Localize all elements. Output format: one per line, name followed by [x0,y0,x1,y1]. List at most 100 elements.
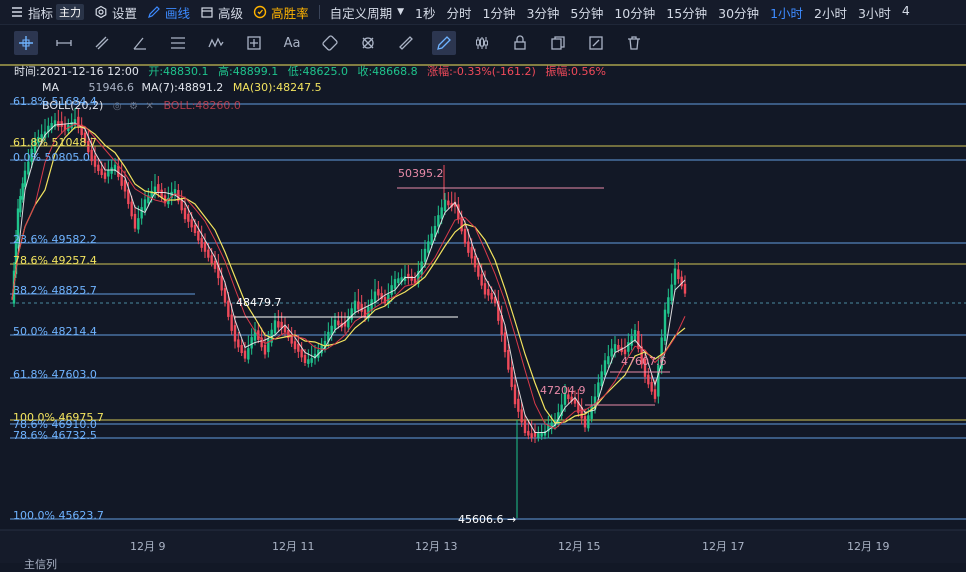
eye-icon[interactable]: ◎ [112,101,122,112]
ma7-value: MA(7):48891.2 [141,81,224,94]
period-9[interactable]: 2小时 [814,5,847,21]
candle-body [37,136,40,144]
candle-body [610,348,613,357]
candle-body [543,430,547,436]
advanced-menu[interactable]: 高级 [200,3,243,22]
layers-icon[interactable] [546,31,570,55]
candle-body [510,367,513,387]
period-3[interactable]: 3分钟 [526,5,560,21]
candle-body [440,207,443,219]
candle-body [390,285,393,295]
box-icon [201,7,213,18]
crosshair-icon[interactable] [14,31,38,55]
price-mark-4: 45606.6 → [458,513,517,526]
angle-icon[interactable] [128,31,152,55]
candle-body [380,293,383,300]
drawing-toolbar: Aa [0,28,966,58]
candle-body [50,123,53,130]
period-11[interactable]: 4 [901,2,910,18]
candle-body [637,330,640,349]
eraser-icon[interactable] [318,31,342,55]
period-7[interactable]: 30分钟 [718,5,760,21]
fib-label-0: 61.8% 51684.4 [13,95,97,108]
edit-icon[interactable] [584,31,608,55]
period-10[interactable]: 3小时 [857,5,891,21]
candle-body [457,204,460,220]
period-8[interactable]: 1小时 [770,5,804,21]
candlestick-chart[interactable] [0,58,966,563]
settings-menu[interactable]: 设置 [94,3,137,22]
period-2[interactable]: 1分钟 [482,5,516,21]
wave-icon[interactable] [204,31,228,55]
measure-icon[interactable] [242,31,266,55]
candle-body [493,296,497,304]
candle-body [330,325,333,336]
period-4[interactable]: 5分钟 [570,5,604,21]
draw-menu[interactable]: 画线 [147,3,190,22]
candle-body [473,256,477,268]
fib-label-5: 38.2% 48825.7 [13,284,97,297]
indicator-menu[interactable]: 指标 主力 [10,3,85,22]
pencil-active-icon[interactable] [432,31,456,55]
custom-period-dropdown[interactable]: 自定义周期 ▼ [330,3,404,22]
fib-label-11: 100.0% 45623.7 [13,509,104,522]
candle-body [327,331,330,342]
period-1[interactable]: 分时 [446,5,472,21]
candle-body [537,433,540,438]
candle-body [297,343,300,352]
candle-body [193,225,197,233]
candle-body [147,195,150,204]
text-icon[interactable]: Aa [283,35,301,51]
candle-body [190,219,193,228]
period-0[interactable]: 1秒 [415,5,436,21]
fib-label-6: 50.0% 48214.4 [13,325,97,338]
winrate-menu[interactable]: 高胜率 [253,3,309,22]
horizontal-line-icon[interactable] [52,31,76,55]
candle-body [227,300,230,317]
lock-icon[interactable] [508,31,532,55]
candle-body [437,215,440,227]
x-tick-label-0: 12月 9 [130,540,166,553]
trash-icon[interactable] [622,31,646,55]
bottom-tab[interactable]: 主信列 [24,556,57,572]
candle-body [170,191,173,199]
ruler-icon[interactable] [394,31,418,55]
custom-period-label: 自定义周期 [329,5,393,21]
period-5[interactable]: 10分钟 [614,5,656,21]
candle-body [30,148,33,162]
candle-body [617,345,620,350]
indicator-label: 指标 [28,5,54,21]
fib-retracement-icon[interactable] [166,31,190,55]
candle-body [177,190,180,202]
candle-body [383,296,387,304]
parallel-lines-icon[interactable] [90,31,114,55]
candle-body [540,431,543,437]
candle-body [14,241,18,275]
candles-icon[interactable] [470,31,494,55]
candle-body [310,358,313,363]
candle-body [240,345,243,353]
candle-body [613,344,617,353]
x-tick-label-1: 12月 11 [272,540,315,553]
info-change: 涨幅:-0.33%(-161.2) [427,65,536,78]
settings-small-icon[interactable]: ⚙ [129,101,139,112]
price-mark-0: 50395.2 [398,167,444,180]
close-icon[interactable]: ✕ [145,101,154,112]
candle-body [683,283,687,294]
pen-icon [148,6,160,18]
candle-body [103,172,107,179]
ma-label[interactable]: MA [42,81,60,94]
candle-body [520,409,523,423]
period-6[interactable]: 15分钟 [666,5,708,21]
winrate-label: 高胜率 [271,5,309,21]
info-open: 开:48830.1 [148,65,209,78]
candle-body [393,279,397,289]
candle-body [323,340,327,349]
magnet-icon[interactable] [356,31,380,55]
candle-body [253,329,257,341]
candle-body [300,349,303,358]
candle-body [677,269,680,280]
boll-label[interactable]: BOLL(20,2) [42,99,104,112]
candle-body [417,270,420,284]
candle-body [277,321,280,328]
